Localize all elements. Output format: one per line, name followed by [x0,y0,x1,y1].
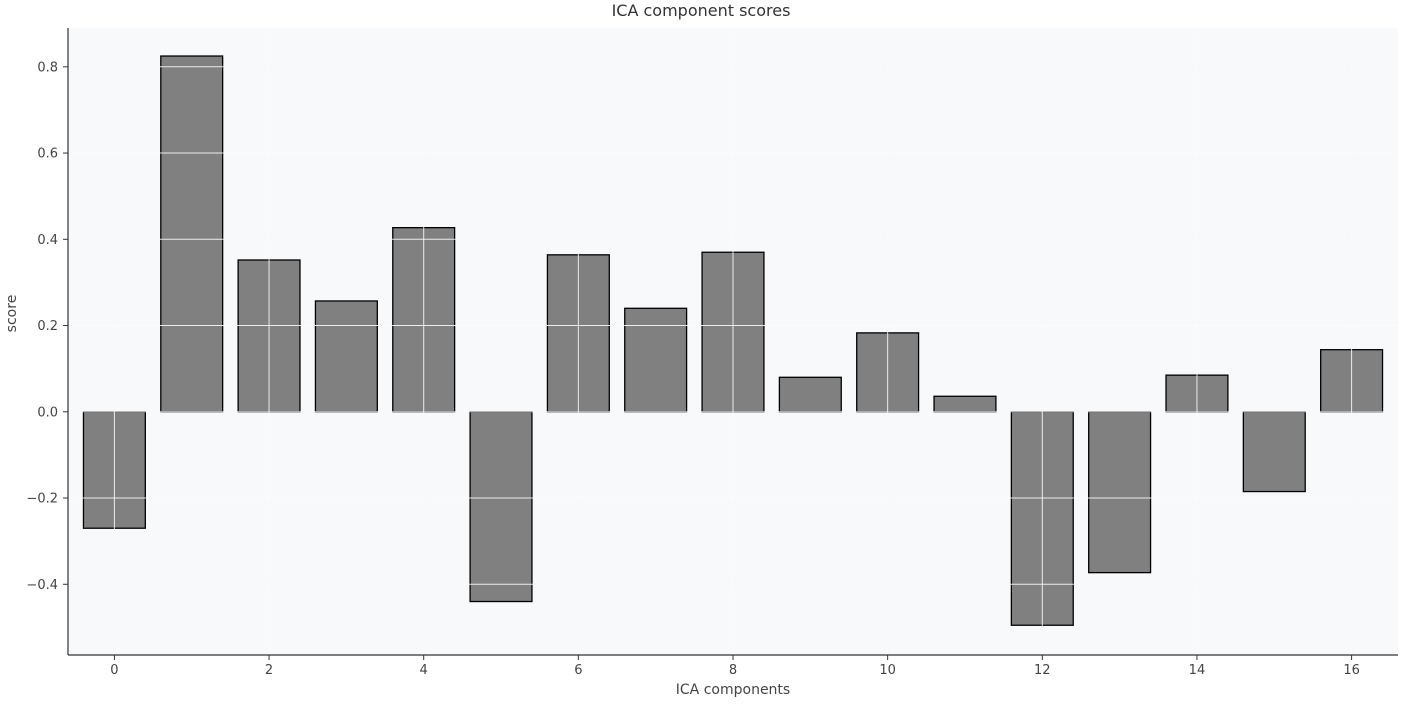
bar-component-9 [778,376,842,413]
y-tick-label: −0.4 [26,578,58,593]
y-ticks: −0.4 −0.2 0.0 0.2 0.4 0.6 0.8 [26,60,68,593]
y-axis-label: score [4,295,20,333]
bar-component-15 [1242,411,1306,493]
x-axis-label: ICA components [676,682,790,698]
y-tick-label: 0.0 [37,405,58,420]
x-tick-label: 2 [265,663,273,678]
x-tick-label: 8 [729,663,737,678]
x-tick-label: 10 [879,663,896,678]
bar-component-5 [469,411,533,603]
chart-title: ICA component scores [612,1,791,20]
x-tick-label: 14 [1189,663,1206,678]
bar-component-3 [314,300,378,413]
x-tick-label: 6 [574,663,582,678]
bar-component-7 [624,307,688,413]
y-tick-label: 0.8 [37,60,58,75]
grid-lines-over-bars [68,28,1398,655]
y-tick-label: −0.2 [26,492,58,507]
bar-component-11 [933,395,997,413]
bar-component-1 [160,55,224,413]
x-ticks: 0 2 4 6 8 10 12 14 16 [110,655,1360,678]
x-tick-label: 0 [110,663,118,678]
x-tick-label: 12 [1034,663,1051,678]
x-tick-label: 16 [1343,663,1360,678]
y-tick-label: 0.4 [37,233,58,248]
bar-component-13 [1088,411,1152,574]
y-tick-label: 0.2 [37,319,58,334]
x-tick-label: 4 [420,663,428,678]
y-tick-label: 0.6 [37,147,58,162]
